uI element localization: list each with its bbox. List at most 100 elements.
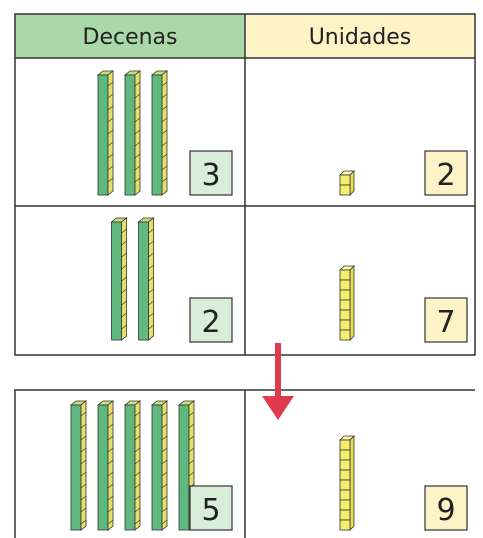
tens-header: Decenas: [83, 25, 178, 50]
number: 2: [201, 305, 220, 340]
cube: [339, 184, 351, 196]
rod-hatch: [121, 324, 127, 330]
cube: [339, 489, 351, 501]
rod-hatch: [134, 447, 141, 453]
rod-front: [151, 404, 163, 531]
rod-hatch: [148, 288, 154, 294]
rod-hatch: [134, 141, 141, 147]
rod-hatch: [121, 312, 127, 318]
rod-hatch: [161, 129, 168, 135]
rod-hatch: [161, 483, 168, 489]
rod-hatch: [161, 507, 168, 513]
rod-hatch: [188, 471, 195, 477]
rod-hatch: [134, 81, 141, 87]
rod-side: [134, 70, 141, 196]
rod-hatch: [80, 471, 87, 477]
rod-hatch: [107, 177, 114, 183]
rod-hatch: [134, 129, 141, 135]
rod-side: [134, 400, 141, 531]
rod-hatch: [161, 165, 168, 171]
rod-hatch: [161, 153, 168, 159]
cube: [339, 329, 351, 341]
cube-side: [349, 170, 355, 196]
rod-hatch: [107, 93, 114, 99]
cube: [339, 299, 351, 311]
rod-hatch: [107, 423, 114, 429]
rod-hatch: [107, 81, 114, 87]
rod-hatch: [107, 483, 114, 489]
rod-hatch: [161, 411, 168, 417]
rod-hatch: [188, 411, 195, 417]
rod-hatch: [188, 435, 195, 441]
rod-hatch: [121, 228, 127, 234]
number: 9: [436, 493, 455, 528]
rod-hatch: [80, 495, 87, 501]
rod-hatch: [161, 117, 168, 123]
rod-hatch: [161, 105, 168, 111]
rod-hatch: [148, 312, 154, 318]
rod-hatch: [107, 447, 114, 453]
rod-hatch: [80, 411, 87, 417]
number-box: [424, 150, 468, 196]
number: 7: [436, 305, 455, 340]
rod-hatch: [107, 495, 114, 501]
rod-hatch: [134, 117, 141, 123]
rod-hatch: [107, 507, 114, 513]
tens-header-cell: [15, 14, 245, 58]
rod-hatch: [134, 105, 141, 111]
rod-hatch: [107, 141, 114, 147]
cube: [339, 269, 351, 281]
rod-hatch: [161, 141, 168, 147]
rod-hatch: [161, 81, 168, 87]
number-box: [189, 297, 233, 343]
unit-cubes: [339, 435, 355, 531]
rod-front: [111, 221, 122, 341]
rod-hatch: [121, 264, 127, 270]
rod-hatch: [107, 471, 114, 477]
cube: [339, 459, 351, 471]
cube: [339, 174, 351, 186]
rod-hatch: [107, 117, 114, 123]
rod-hatch: [80, 447, 87, 453]
number: 2: [436, 158, 455, 193]
rod-hatch: [161, 423, 168, 429]
rod-front: [97, 404, 109, 531]
tens-rods: [69, 400, 196, 531]
number-box: [189, 485, 233, 531]
rod-hatch: [134, 411, 141, 417]
arrow: [262, 343, 294, 420]
number-box: [424, 485, 468, 531]
rod-hatch: [107, 165, 114, 171]
cube: [339, 439, 351, 451]
rod-hatch: [80, 423, 87, 429]
cube: [339, 479, 351, 491]
rod-hatch: [107, 435, 114, 441]
rod-hatch: [121, 252, 127, 258]
rod-hatch: [107, 411, 114, 417]
rod-side: [80, 400, 87, 531]
rod-hatch: [134, 519, 141, 525]
rod-hatch: [121, 276, 127, 282]
rod-hatch: [134, 471, 141, 477]
rod-front: [124, 404, 136, 531]
rod-front: [138, 221, 149, 341]
rod-hatch: [134, 495, 141, 501]
rod-front: [178, 404, 190, 531]
rod-hatch: [134, 177, 141, 183]
rod-hatch: [134, 435, 141, 441]
number-box: [189, 150, 233, 196]
rod-hatch: [148, 264, 154, 270]
units-header-cell: [245, 14, 475, 58]
unit-cubes: [339, 170, 355, 196]
cube-side: [349, 435, 355, 531]
rod-hatch: [148, 228, 154, 234]
rod-hatch: [134, 165, 141, 171]
rod-hatch: [80, 507, 87, 513]
cube: [339, 519, 351, 531]
rod-hatch: [134, 153, 141, 159]
rod-hatch: [80, 459, 87, 465]
rod-hatch: [80, 519, 87, 525]
rod-hatch: [161, 459, 168, 465]
rod-hatch: [161, 471, 168, 477]
tens-rods: [96, 70, 169, 196]
